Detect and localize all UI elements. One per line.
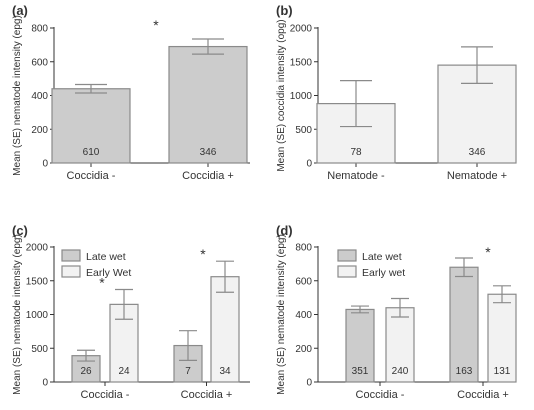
panel-c-legend-label: Late wet xyxy=(86,251,126,263)
panel-d-sample-size-label: 240 xyxy=(392,366,409,377)
panel-a-y-axis-label: Mean (SE) nematode intensity (epg) xyxy=(12,15,23,176)
panel-d-y-tick-label: 800 xyxy=(295,243,312,254)
panel-b-y-tick-label: 1000 xyxy=(290,91,313,102)
panel-b-y-tick-label: 500 xyxy=(295,125,312,136)
panel-d-sample-size-label: 351 xyxy=(352,366,369,377)
panel-c-legend-swatch xyxy=(61,265,81,278)
panel-d-y-tick-label: 400 xyxy=(295,310,312,321)
panel-c-sample-size-label: 34 xyxy=(219,366,231,377)
panel-a-sample-size-label: 610 xyxy=(83,147,100,158)
panel-c-sample-size-label: 24 xyxy=(118,366,130,377)
panel-a-y-tick-label: 200 xyxy=(31,125,48,136)
panel-c-y-tick-label: 1500 xyxy=(26,276,49,287)
panel-a-category-label: Coccidia + xyxy=(182,170,234,182)
panel-a-y-tick-label: 400 xyxy=(31,91,48,102)
panel-d-bar xyxy=(487,293,517,383)
panel-b-y-axis-label: Mean (SE) coccidia intensity (opg) xyxy=(276,19,287,171)
panel-b-y-tick-label: 2000 xyxy=(290,24,313,35)
panel-b-category-label: Nematode - xyxy=(327,170,385,182)
panel-c-category-label: Coccidia + xyxy=(181,389,233,401)
panel-d-sample-size-label: 163 xyxy=(456,366,473,377)
panel-b-sample-size-label: 346 xyxy=(469,147,486,158)
panel-c-bar xyxy=(210,276,240,383)
panel-b-y-tick-label: 0 xyxy=(306,159,312,170)
panel-c-significance-star: * xyxy=(99,275,105,291)
panel-b-sample-size-label: 78 xyxy=(350,147,362,158)
panel-a-category-label: Coccidia - xyxy=(67,170,116,182)
panel-a-y-tick-label: 600 xyxy=(31,57,48,68)
panel-c-label: (c) xyxy=(12,223,28,238)
panel-a-y-tick-label: 800 xyxy=(31,24,48,35)
panel-b-y-tick-label: 1500 xyxy=(290,57,313,68)
panel-d-significance-star: * xyxy=(485,244,491,260)
panel-d-label: (d) xyxy=(276,223,293,238)
panel-b-category-label: Nematode + xyxy=(447,170,507,182)
panel-c-legend-label: Early Wet xyxy=(86,267,131,279)
panel-c-y-tick-label: 0 xyxy=(42,378,48,389)
panel-d-legend-label: Late wet xyxy=(362,251,402,263)
panel-b-bar xyxy=(437,64,517,164)
panel-c-y-tick-label: 1000 xyxy=(26,310,49,321)
panel-c-y-tick-label: 2000 xyxy=(26,243,49,254)
panel-c-sample-size-label: 26 xyxy=(80,366,92,377)
panel-a-bar xyxy=(51,88,131,164)
panel-d-legend-label: Early wet xyxy=(362,267,405,279)
panel-c-significance-star: * xyxy=(200,246,206,262)
panel-b-label: (b) xyxy=(276,3,293,18)
panel-a-label: (a) xyxy=(12,3,28,18)
panel-d-category-label: Coccidia + xyxy=(457,389,509,401)
panel-d-sample-size-label: 131 xyxy=(494,366,511,377)
panel-d-y-tick-label: 200 xyxy=(295,344,312,355)
panel-c-y-tick-label: 500 xyxy=(31,344,48,355)
panel-d-bar xyxy=(385,307,415,383)
panel-c-legend-swatch xyxy=(61,249,81,262)
panel-a-bar xyxy=(168,45,248,164)
panel-d-y-axis-label: Mean (SE) nematode intensity (epg) xyxy=(276,234,287,395)
panel-d-y-tick-label: 0 xyxy=(306,378,312,389)
panel-a-sample-size-label: 346 xyxy=(200,147,217,158)
panel-d-y-tick-label: 600 xyxy=(295,276,312,287)
panel-d-bar xyxy=(449,266,479,383)
panel-d-legend-swatch xyxy=(337,265,357,278)
panel-d-category-label: Coccidia - xyxy=(356,389,405,401)
panel-a-y-tick-label: 0 xyxy=(42,159,48,170)
panel-a-significance-star: * xyxy=(153,17,159,33)
panel-d-bar xyxy=(345,308,375,383)
panel-c-sample-size-label: 7 xyxy=(185,366,191,377)
panel-d-legend-swatch xyxy=(337,249,357,262)
panel-c-y-axis-label: Mean (SE) nematode intensity (epg) xyxy=(12,234,23,395)
panel-c-category-label: Coccidia - xyxy=(81,389,130,401)
